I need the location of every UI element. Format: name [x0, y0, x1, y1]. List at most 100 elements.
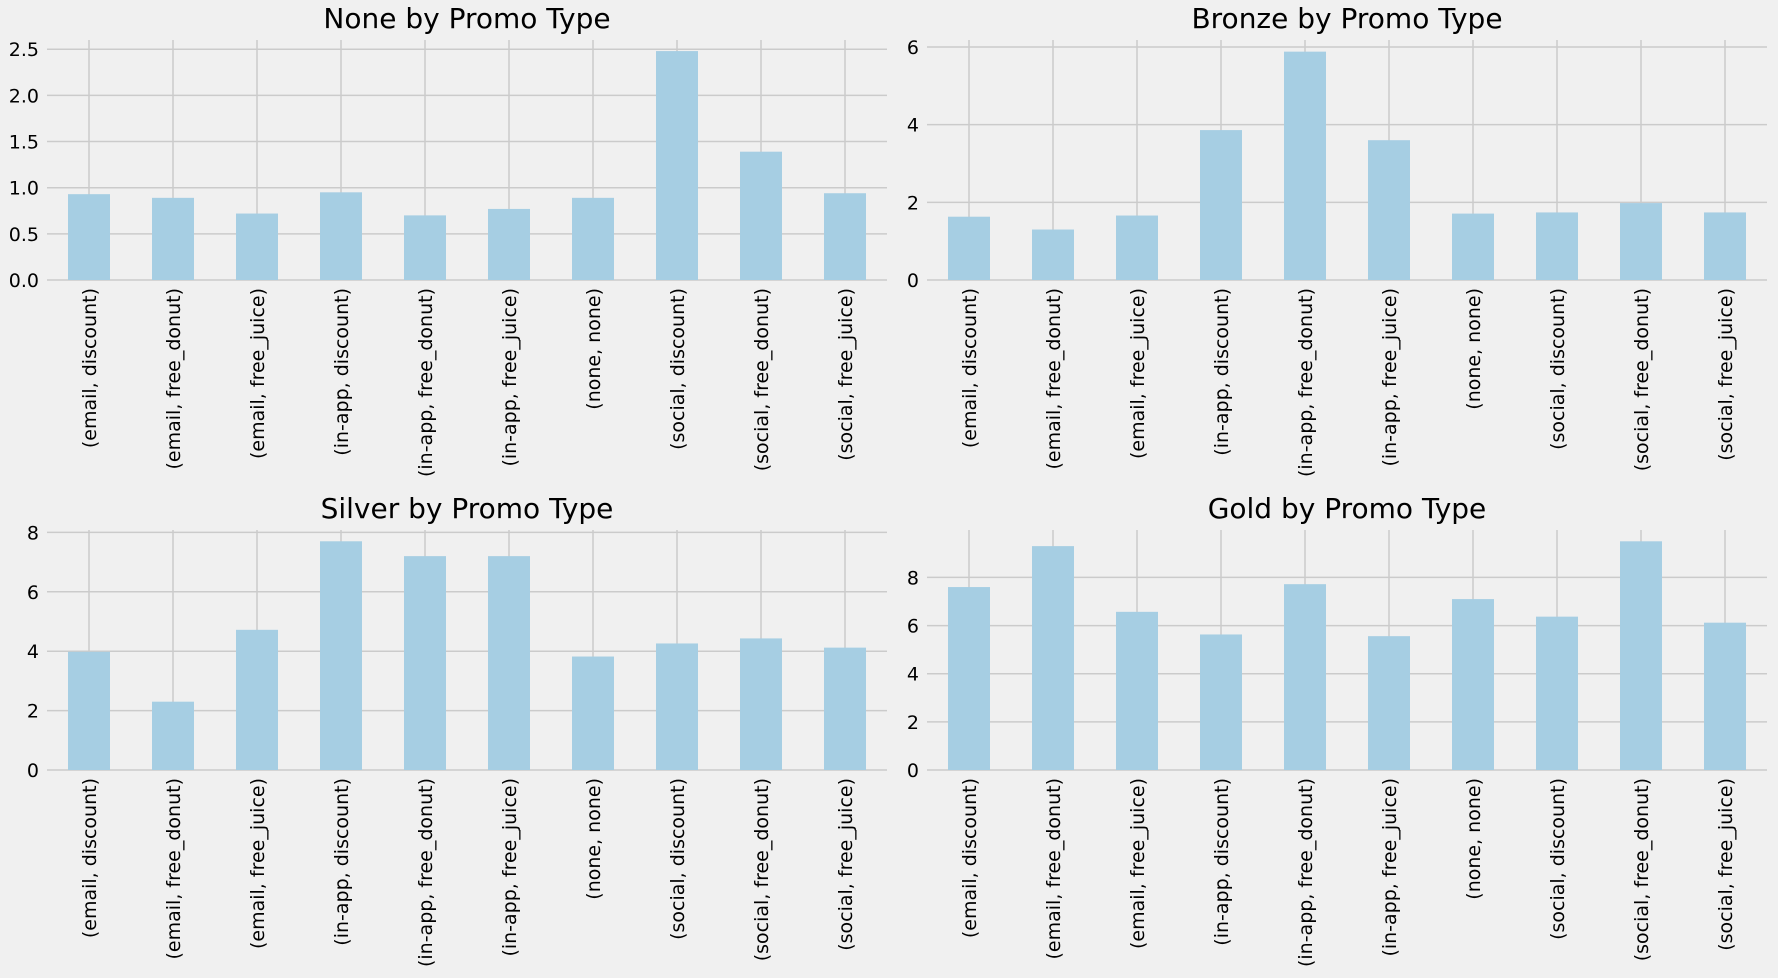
x-tick-label: (email, free_juice): [1127, 778, 1149, 949]
y-tick-label: 2: [907, 712, 919, 734]
bar: [68, 194, 110, 280]
x-tick-label: (social, free_donut): [751, 778, 773, 961]
bar: [1032, 546, 1074, 770]
x-tick-label: (social, free_juice): [1715, 778, 1737, 951]
x-tick-label: (social, discount): [667, 778, 689, 940]
x-tick-label: (in-app, free_juice): [499, 288, 521, 467]
bar: [1284, 51, 1326, 281]
y-tick-label: 8: [27, 522, 39, 544]
y-tick-label: 8: [907, 567, 919, 589]
chart-panel-2: 0 2 4 6 (email, discount) (email, free_donut)…: [907, 2, 1767, 477]
y-tick-label: 6: [907, 616, 919, 638]
x-tick-label: (email, free_donut): [163, 288, 185, 469]
x-tick-label: (email, free_juice): [247, 778, 269, 949]
chart-title: Gold by Promo Type: [1208, 492, 1487, 525]
x-tick-label: (none, none): [1463, 288, 1485, 410]
bar: [1284, 584, 1326, 770]
bar: [1620, 203, 1662, 280]
x-tick-label: (in-app, free_donut): [1295, 288, 1317, 477]
chart-panel-3: 0 2 4 6 8 (email, discount) (email, free_donut…: [27, 492, 887, 967]
x-tick-label: (social, free_juice): [835, 288, 857, 461]
bar: [572, 656, 614, 770]
x-tick-label: (social, discount): [667, 288, 689, 450]
bar: [320, 541, 362, 770]
x-tick-label: (email, free_juice): [1127, 288, 1149, 459]
x-tick-label: (email, discount): [959, 288, 981, 448]
bar: [948, 587, 990, 770]
x-tick-label: (social, free_donut): [1631, 288, 1653, 471]
bar: [1116, 611, 1158, 770]
x-tick-label: (in-app, free_juice): [499, 778, 521, 957]
y-tick-label: 0.0: [9, 270, 39, 292]
y-tick-label: 0: [907, 270, 919, 292]
y-tick-label: 2.5: [9, 39, 39, 61]
bar: [1368, 140, 1410, 280]
bar: [948, 216, 990, 280]
x-tick-label: (social, free_juice): [1715, 288, 1737, 461]
x-tick-label: (email, free_donut): [1043, 288, 1065, 469]
y-tick-label: 2.0: [9, 85, 39, 107]
y-tick-label: 6: [27, 582, 39, 604]
x-tick-label: (in-app, discount): [1211, 778, 1233, 946]
bar: [152, 197, 194, 280]
x-tick-label: (in-app, free_donut): [415, 288, 437, 477]
bar: [1704, 212, 1746, 280]
bar: [488, 208, 530, 280]
x-tick-label: (in-app, discount): [331, 288, 353, 456]
y-tick-label: 4: [27, 641, 39, 663]
bar: [572, 197, 614, 280]
x-tick-label: (in-app, free_donut): [415, 778, 437, 967]
bar: [740, 151, 782, 280]
bar: [656, 643, 698, 770]
bar: [152, 701, 194, 770]
x-tick-label: (in-app, discount): [331, 778, 353, 946]
x-tick-label: (in-app, free_juice): [1379, 288, 1401, 467]
bar: [1536, 212, 1578, 280]
bar: [68, 651, 110, 770]
y-tick-label: 6: [907, 37, 919, 59]
bar: [656, 51, 698, 281]
chart-panel-1: 0.0 0.5 1.0 1.5 2.0 2.5 (email, discount) (emai…: [9, 2, 887, 477]
chart-title: None by Promo Type: [323, 2, 610, 35]
bar: [1200, 634, 1242, 770]
bar: [1368, 636, 1410, 770]
x-tick-label: (none, none): [583, 288, 605, 410]
bar: [1452, 599, 1494, 770]
bar: [404, 215, 446, 280]
bar: [404, 556, 446, 770]
x-tick-label: (email, free_donut): [163, 778, 185, 959]
bar: [1116, 215, 1158, 280]
chart-title: Silver by Promo Type: [321, 492, 614, 525]
y-tick-label: 4: [907, 115, 919, 137]
y-tick-label: 1.5: [9, 132, 39, 154]
bar: [1452, 213, 1494, 280]
bar: [236, 213, 278, 280]
x-tick-label: (email, discount): [79, 288, 101, 448]
y-tick-label: 0.5: [9, 224, 39, 246]
x-tick-label: (email, free_donut): [1043, 778, 1065, 959]
x-tick-label: (social, discount): [1547, 288, 1569, 450]
x-tick-label: (social, free_juice): [835, 778, 857, 951]
x-tick-label: (social, discount): [1547, 778, 1569, 940]
bar: [824, 647, 866, 770]
bar: [236, 629, 278, 770]
y-tick-label: 2: [27, 701, 39, 723]
x-tick-label: (in-app, discount): [1211, 288, 1233, 456]
x-tick-label: (social, free_donut): [1631, 778, 1653, 961]
bar: [1200, 130, 1242, 280]
bar: [1704, 622, 1746, 770]
x-tick-label: (none, none): [583, 778, 605, 900]
x-tick-label: (email, discount): [79, 778, 101, 938]
x-tick-label: (in-app, free_donut): [1295, 778, 1317, 967]
x-tick-label: (none, none): [1463, 778, 1485, 900]
chart-panel-4: 0 2 4 6 8 (email, discount) (email, free_donut…: [907, 492, 1767, 967]
y-tick-label: 2: [907, 192, 919, 214]
chart-title: Bronze by Promo Type: [1191, 2, 1502, 35]
bar: [1032, 229, 1074, 280]
x-tick-label: (email, discount): [959, 778, 981, 938]
x-tick-label: (in-app, free_juice): [1379, 778, 1401, 957]
bar: [488, 556, 530, 770]
bar: [824, 193, 866, 280]
x-tick-label: (social, free_donut): [751, 288, 773, 471]
